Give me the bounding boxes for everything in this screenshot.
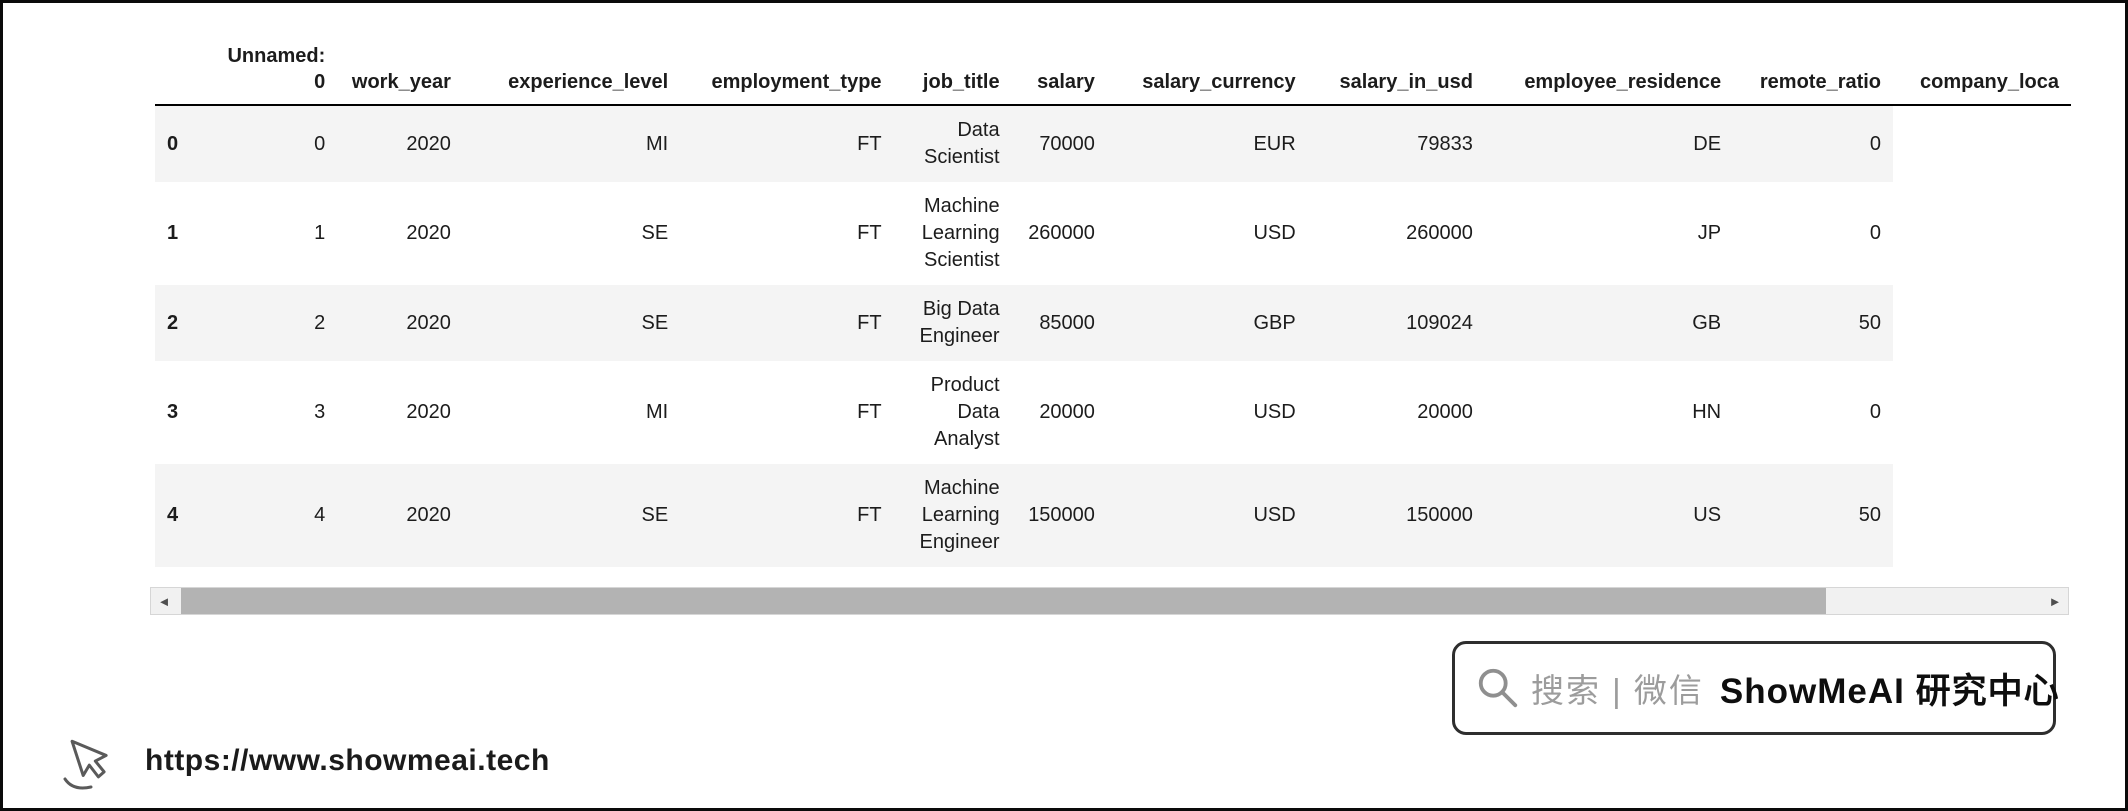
column-header: job_title [893,37,1012,106]
column-header: Unnamed: 0 [215,37,338,106]
table-cell: JP [1697,222,1722,244]
index-corner-header [155,37,216,106]
horizontal-scrollbar[interactable]: ◄ ► [150,587,2069,615]
table-cell: MI [646,132,669,155]
table-cell: 2020 [406,132,451,155]
scrollbar-right-arrow-icon[interactable]: ► [2048,593,2062,609]
table-cell: 150000 [1028,504,1095,526]
table-cell: 2020 [406,504,451,526]
table-cell: 2020 [406,222,451,244]
table-cell: 4 [314,504,326,526]
watermark-search-label: 搜索 | 微信 [1531,672,1704,709]
dataframe-container[interactable]: Unnamed: 0 work_year experience_level emplo… [155,37,2071,582]
table-cell: 0 [1869,222,1882,244]
row-index: 4 [167,504,179,526]
column-header: company_loca [1893,37,2071,106]
header-row: Unnamed: 0 work_year experience_level emplo… [155,37,2071,106]
table-cell: USD [1253,504,1296,526]
table-cell: HN [1692,401,1722,423]
table-cell: MI [646,401,669,423]
row-index: 0 [167,132,179,155]
table-row: 2 2 2020 SE FT Big Data Engineer 85000 GBP 10902… [155,285,2071,361]
table-cell: 260000 [1406,222,1473,244]
table-cell: 0 [1869,401,1882,423]
table-cell: 0 [314,132,326,155]
table-cell: 2 [314,311,326,334]
row-index: 1 [167,222,179,244]
table-cell: DE [1693,132,1722,155]
table-cell: 2020 [406,311,451,334]
table-cell: FT [857,401,882,423]
table-cell: 50 [1858,311,1882,334]
table-cell: SE [641,311,669,334]
table-row: 4 4 2020 SE FT Machine Learning Engineer 15000… [155,464,2071,567]
table-cell: 20000 [1039,401,1095,423]
table-cell: USD [1253,401,1296,423]
table-cell: 70000 [1039,132,1095,155]
table-cell: FT [857,504,882,526]
table-cell: 79833 [1417,132,1473,155]
column-header: employment_type [680,37,894,106]
column-header: remote_ratio [1733,37,1894,106]
table-cell: GB [1692,311,1722,334]
watermark-badge: 搜索 | 微信 ShowMeAI 研究中心 [1452,641,2059,735]
table-cell: SE [641,504,669,526]
watermark-brand: ShowMeAI 研究中心 [1719,671,2060,711]
column-header: salary_currency [1106,37,1308,106]
table-cell: 260000 [1028,222,1095,244]
row-index: 2 [167,311,179,334]
footer-url: https://www.showmeai.tech [145,744,550,777]
table-cell: Machine Learning Engineer [919,477,1000,553]
table-cell: 85000 [1039,311,1095,334]
table-cell: US [1693,504,1722,526]
table-cell: Product Data Analyst [930,374,1000,450]
column-header: employee_residence [1484,37,1734,106]
table-cell: Big Data Engineer [919,298,1000,347]
footer: https://www.showmeai.tech [57,729,550,793]
table-cell: SE [641,222,669,244]
table-cell: FT [857,311,882,334]
table-cell: FT [857,132,882,155]
table-row: 0 0 2020 MI FT Data Scientist 70000 EUR 79833 DE 0 [155,105,2071,182]
search-icon [1478,668,1518,708]
table-cell: 109024 [1406,311,1473,334]
table-cell: Data Scientist [924,119,1000,168]
column-header: experience_level [462,37,681,106]
table-cell: USD [1253,222,1296,244]
table-cell: Machine Learning Scientist [921,195,1000,271]
table-cell: GBP [1253,311,1296,334]
table-cell: 150000 [1406,504,1473,526]
table-cell: FT [857,222,882,244]
column-header: salary [1011,37,1107,106]
table-cell: 3 [314,401,326,423]
table-row: 3 3 2020 MI FT Product Data Analyst 20000 USD 20… [155,361,2071,464]
table-cell: 20000 [1417,401,1473,423]
dataframe-table: Unnamed: 0 work_year experience_level emplo… [155,37,2071,567]
table-row: 1 1 2020 SE FT Machine Learning Scientist 2600… [155,182,2071,285]
cursor-icon [63,739,108,790]
table-cell: EUR [1253,132,1296,155]
table-cell: 2020 [406,401,451,423]
table-cell: 0 [1869,132,1882,155]
column-header: salary_in_usd [1307,37,1485,106]
column-header: work_year [337,37,463,106]
scrollbar-left-arrow-icon[interactable]: ◄ [157,593,171,609]
table-cell: 1 [314,222,326,244]
table-cell: 50 [1858,504,1882,526]
row-index: 3 [167,401,179,423]
scrollbar-thumb[interactable] [181,588,1826,614]
